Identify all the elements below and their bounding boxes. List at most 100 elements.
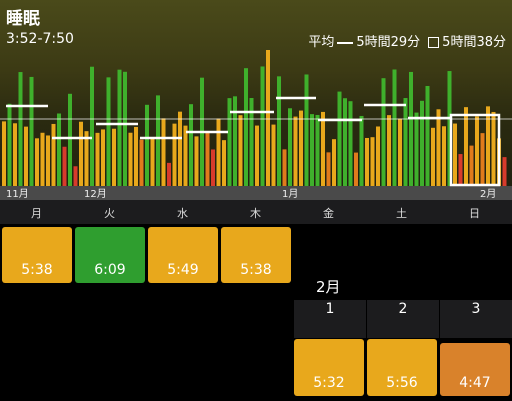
sleep-bar	[123, 71, 127, 186]
sleep-bar	[277, 76, 281, 186]
sleep-bar	[68, 93, 72, 186]
sleep-bar	[288, 108, 292, 186]
month-tick-label: 12月	[84, 188, 107, 200]
day-tile-feb-3[interactable]: 4:47	[440, 343, 510, 396]
sleep-bar	[134, 126, 138, 186]
sleep-bar	[304, 74, 309, 186]
sleep-bar	[29, 76, 34, 186]
sleep-bar	[436, 109, 441, 186]
sleep-bar	[486, 106, 490, 186]
sleep-bar	[46, 135, 50, 186]
sleep-bar	[337, 91, 342, 186]
sleep-bar	[442, 126, 446, 186]
sleep-bar	[62, 146, 67, 186]
sleep-bar	[359, 115, 364, 186]
sleep-bar	[321, 111, 325, 186]
sleep-bar	[502, 157, 507, 186]
sleep-bar-chart[interactable]: 11月 12月 1月 2月 睡眠 3:52-7:50 平均 5時間29分 5時間38分	[0, 0, 512, 200]
sleep-bar	[95, 132, 100, 186]
day-duration: 4:47	[459, 375, 491, 391]
sleep-bar	[480, 133, 485, 186]
sleep-bar	[211, 149, 215, 186]
day-duration: 5:49	[167, 262, 199, 278]
sleep-bar	[172, 123, 177, 186]
selection-box-icon	[428, 37, 440, 48]
weekday-header: 月 火 水 木 金 土 日	[0, 200, 512, 224]
weekday-mon: 月	[31, 207, 42, 220]
sleep-bar	[90, 66, 94, 186]
day-duration: 5:38	[240, 262, 272, 278]
month-tick-label: 1月	[282, 188, 298, 200]
sleep-time-range: 3:52-7:50	[6, 31, 74, 47]
selected-week-box[interactable]	[449, 113, 501, 187]
sleep-bar	[84, 131, 89, 186]
day-tile-thu[interactable]: 5:38	[221, 227, 291, 283]
page-title: 睡眠	[6, 9, 40, 29]
day-tile-wed[interactable]: 5:49	[148, 227, 218, 283]
sleep-bar	[79, 121, 83, 186]
month-axis	[0, 186, 512, 200]
sleep-bar	[227, 98, 232, 186]
day-tile-feb-2[interactable]: 5:56	[367, 339, 437, 396]
sleep-bar	[216, 118, 221, 186]
sleep-bar	[112, 128, 116, 186]
sleep-bar	[365, 137, 369, 186]
sleep-bar	[106, 77, 111, 186]
weekday-fri: 金	[323, 207, 334, 220]
day-tile-feb-1[interactable]: 5:32	[294, 339, 364, 396]
sleep-bar	[326, 152, 331, 186]
sleep-bar	[40, 132, 45, 186]
sleep-bar	[178, 111, 182, 186]
sleep-bar	[431, 127, 435, 186]
legend-box-value: 5時間38分	[442, 35, 506, 50]
sleep-bar	[194, 136, 199, 186]
sleep-bar	[453, 123, 457, 186]
sleep-bar	[414, 112, 419, 186]
sleep-bar	[332, 139, 336, 186]
sleep-bar	[387, 115, 391, 186]
weekday-thu: 木	[250, 207, 261, 220]
sleep-bar	[282, 149, 287, 186]
sleep-bar	[145, 104, 149, 186]
sleep-bar	[156, 95, 160, 186]
average-line-icon	[337, 41, 354, 44]
sleep-bar	[205, 131, 210, 186]
chart-canvas: 11月 12月 1月 2月	[0, 50, 512, 200]
day-tile-mon[interactable]: 5:38	[2, 227, 72, 283]
sleep-bar	[249, 98, 254, 186]
sleep-bar	[310, 114, 314, 186]
sleep-bar	[469, 145, 474, 186]
weekday-sun: 日	[469, 207, 480, 220]
sleep-bar	[271, 124, 276, 186]
sleep-bar	[376, 126, 380, 186]
month-tick-label: 11月	[6, 188, 29, 200]
sleep-bar	[491, 111, 496, 186]
sleep-bar	[392, 69, 397, 186]
weekday-tue: 火	[104, 207, 115, 220]
sleep-bar	[381, 78, 386, 186]
sleep-bar	[244, 68, 248, 186]
sleep-bar	[18, 72, 23, 186]
day-duration: 5:32	[313, 375, 345, 391]
sleep-bar	[266, 50, 270, 186]
day-duration: 5:56	[386, 375, 418, 391]
sleep-bar	[354, 152, 358, 186]
sleep-bar	[161, 118, 166, 186]
month-tick-label: 2月	[480, 188, 496, 200]
sleep-bar	[117, 69, 122, 186]
sleep-bar	[343, 98, 347, 186]
sleep-bar	[101, 129, 105, 186]
sleep-bar	[447, 71, 452, 186]
sleep-bar	[260, 66, 265, 186]
sleep-bar	[7, 103, 12, 186]
sleep-bar	[57, 113, 61, 186]
sleep-bar	[398, 118, 402, 186]
day-tile-tue[interactable]: 6:09	[75, 227, 145, 283]
sleep-bar	[293, 116, 298, 186]
legend-average-value: 5時間29分	[356, 35, 421, 50]
sleep-bar	[139, 139, 144, 186]
month-label-feb: 2月	[316, 278, 341, 296]
sleep-bar	[315, 114, 320, 186]
sleep-bar	[35, 138, 39, 186]
sleep-bar	[13, 123, 17, 186]
